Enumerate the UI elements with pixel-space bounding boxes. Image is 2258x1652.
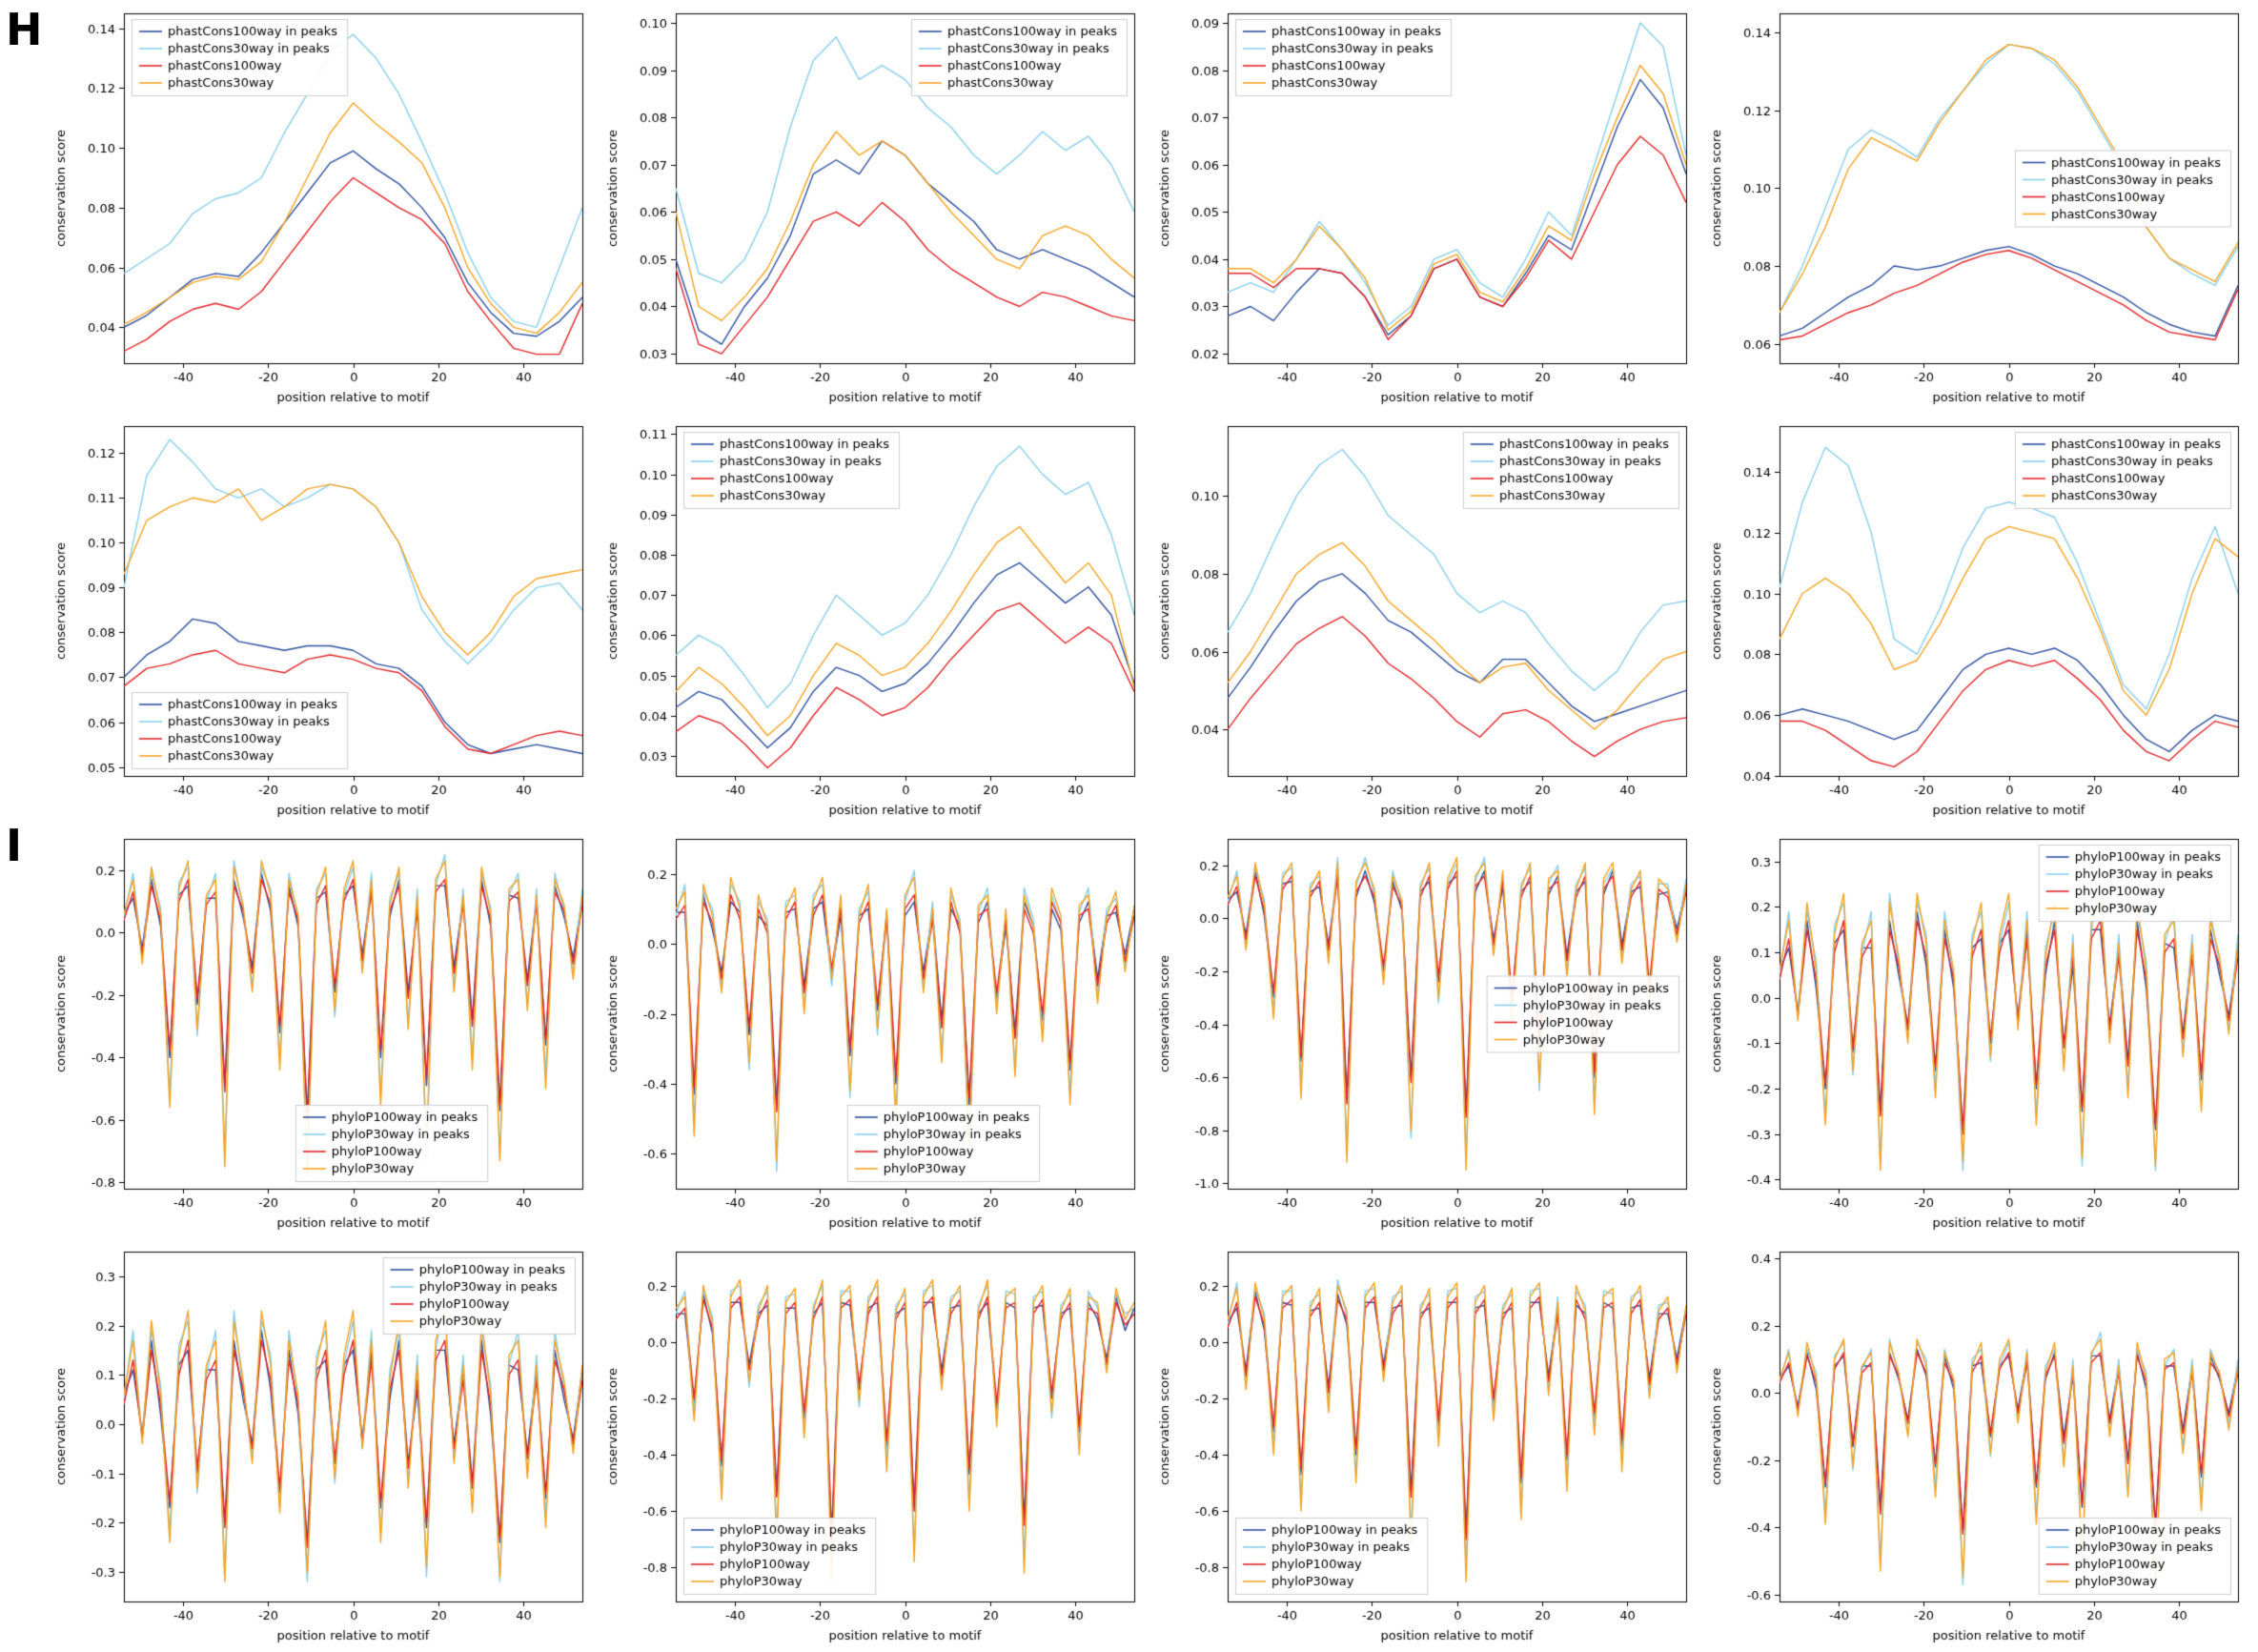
- chart-i1-canvas: [48, 826, 600, 1238]
- chart-h1: [48, 0, 600, 413]
- chart-h1-canvas: [48, 0, 600, 413]
- chart-i3: [1151, 826, 1703, 1238]
- chart-i8: [1703, 1238, 2255, 1651]
- chart-i6: [600, 1238, 1151, 1651]
- chart-i6-canvas: [600, 1238, 1151, 1651]
- chart-i2-canvas: [600, 826, 1151, 1238]
- chart-i7-canvas: [1151, 1238, 1703, 1651]
- chart-i3-canvas: [1151, 826, 1703, 1238]
- chart-i1: [48, 826, 600, 1238]
- chart-h5: [48, 413, 600, 826]
- chart-i5-canvas: [48, 1238, 600, 1651]
- chart-h5-canvas: [48, 413, 600, 826]
- chart-i7: [1151, 1238, 1703, 1651]
- chart-h3-canvas: [1151, 0, 1703, 413]
- chart-h6-canvas: [600, 413, 1151, 826]
- chart-i5: [48, 1238, 600, 1651]
- chart-grid: [48, 0, 2255, 1652]
- chart-h4-canvas: [1703, 0, 2255, 413]
- panel-label-h: H: [6, 4, 43, 55]
- chart-h6: [600, 413, 1151, 826]
- panel-label-i: I: [6, 820, 23, 871]
- chart-h8: [1703, 413, 2255, 826]
- chart-h2-canvas: [600, 0, 1151, 413]
- chart-i2: [600, 826, 1151, 1238]
- chart-h2: [600, 0, 1151, 413]
- chart-h7-canvas: [1151, 413, 1703, 826]
- chart-i8-canvas: [1703, 1238, 2255, 1651]
- chart-h3: [1151, 0, 1703, 413]
- chart-i4-canvas: [1703, 826, 2255, 1238]
- chart-h4: [1703, 0, 2255, 413]
- chart-h7: [1151, 413, 1703, 826]
- chart-h8-canvas: [1703, 413, 2255, 826]
- chart-i4: [1703, 826, 2255, 1238]
